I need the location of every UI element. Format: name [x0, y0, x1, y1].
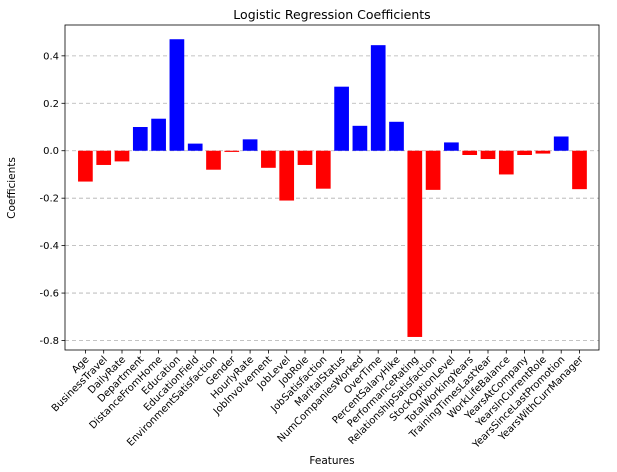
x-axis: AgeBusinessTravelDailyRateDepartmentDist… [50, 350, 586, 451]
plot-frame [64, 24, 600, 351]
bar-worklifebalance [498, 150, 514, 175]
y-tick-label: 0.2 [43, 99, 59, 110]
chart-title: Logistic Regression Coefficients [233, 7, 430, 22]
bar-yearswithcurrmanager [572, 150, 587, 190]
bar-yearsincurrentrole [535, 150, 551, 154]
bar-totalworkingyears [462, 150, 478, 155]
bar-joblevel [279, 150, 295, 201]
bars [78, 39, 587, 337]
grid-lines [65, 55, 599, 341]
bar-yearsatcompany [517, 150, 532, 155]
bar-jobinvolvement [261, 150, 276, 168]
y-tick-label: -0.4 [39, 241, 59, 252]
bar-relationshipsatisfaction [425, 150, 441, 190]
bar-age [78, 150, 93, 182]
bar-yearssincelastpromotion [553, 136, 569, 151]
y-axis-label: Coefficients [6, 157, 18, 219]
bar-gender [224, 150, 240, 152]
bar-businesstravel [96, 150, 112, 165]
bar-distancefromhome [151, 118, 166, 151]
y-tick-label: -0.2 [39, 194, 59, 205]
bar-environmentsatisfaction [206, 150, 221, 170]
y-tick-label: -0.6 [39, 289, 59, 300]
y-tick-label: 0.0 [43, 146, 59, 157]
y-tick-label: 0.4 [43, 51, 59, 62]
bar-trainingtimeslastyear [480, 150, 496, 160]
y-axis: -0.8 -0.6 -0.4 -0.2 0.0 0.2 0.4 [39, 51, 65, 347]
y-tick-label: -0.8 [39, 336, 59, 347]
bar-education [169, 39, 185, 151]
bar-numcompaniesworked [352, 125, 368, 151]
bar-educationfield [187, 143, 203, 151]
bar-dailyrate [114, 150, 130, 162]
bar-maritalstatus [334, 86, 349, 151]
bar-stockoptionlevel [444, 142, 459, 151]
bar-hourlyrate [242, 139, 258, 151]
bar-percentsalaryhike [389, 121, 404, 151]
bar-jobsatisfaction [315, 150, 331, 189]
bar-overtime [370, 45, 386, 151]
bar-jobrole [297, 150, 313, 165]
x-axis-label: Features [309, 455, 354, 467]
bar-performancerating [407, 150, 423, 337]
bar-department [132, 127, 148, 151]
